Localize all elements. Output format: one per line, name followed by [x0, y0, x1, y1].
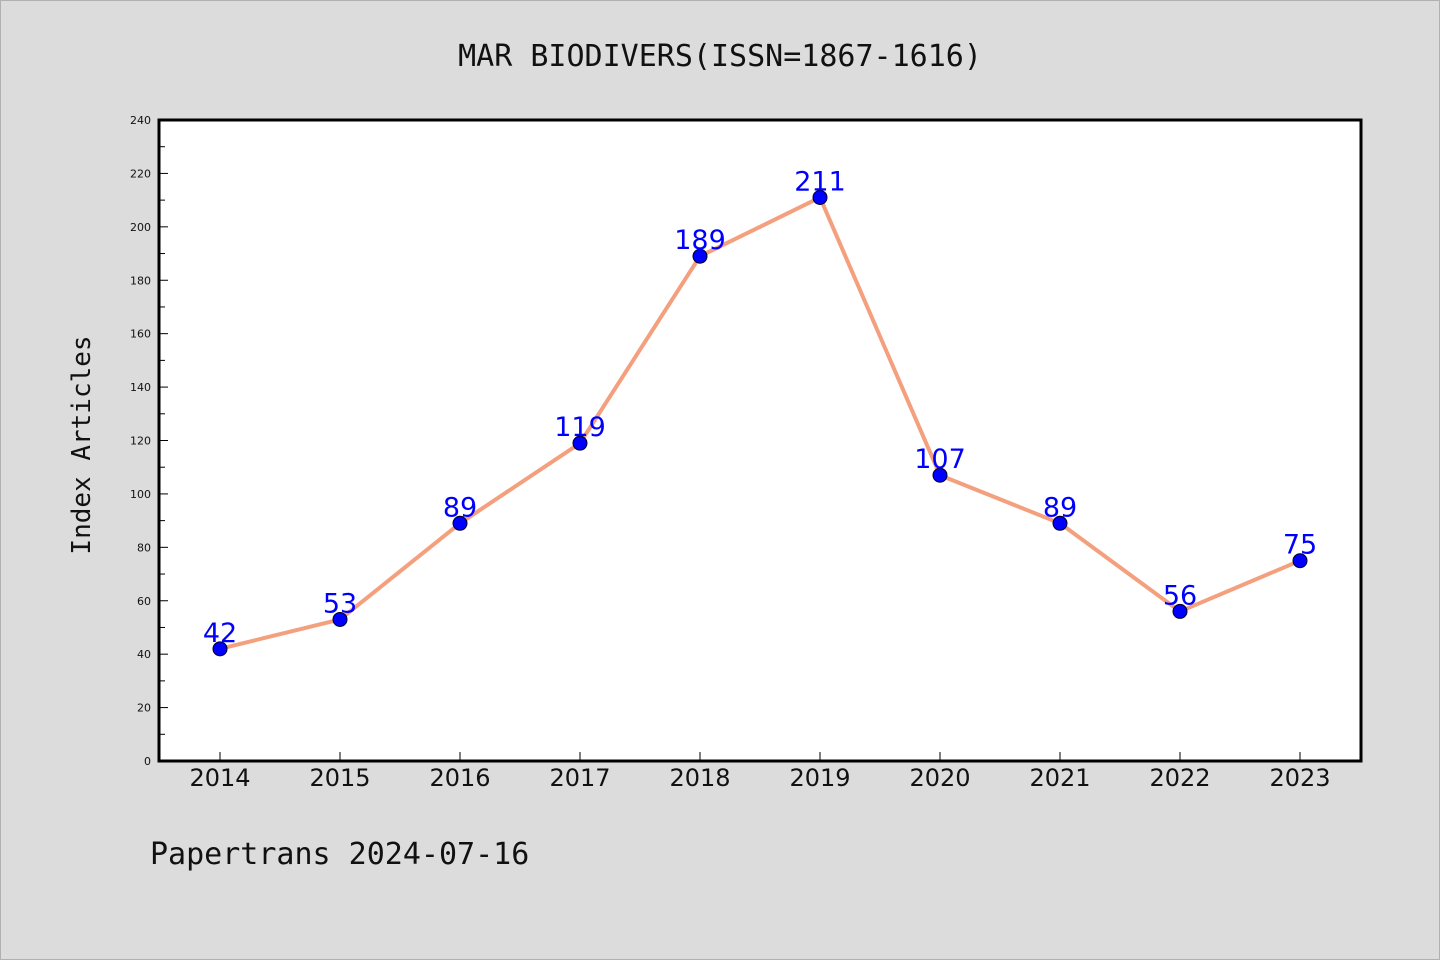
x-axis: 2014 2015 2016 2017 2018 2019 2020 2021 2022 2023: [189, 752, 1331, 792]
y-tick-label: 0: [144, 755, 151, 768]
x-tick-label: 2022: [1149, 764, 1210, 792]
data-point-marker: [1172, 603, 1188, 619]
data-label: 119: [554, 412, 606, 443]
y-tick-label: 120: [130, 435, 151, 448]
data-label: 75: [1283, 530, 1317, 561]
x-tick-label: 2019: [789, 764, 850, 792]
series-line-group: [218, 195, 1302, 651]
data-label: 211: [794, 166, 846, 197]
y-tick-label: 140: [130, 381, 151, 394]
y-axis-label: Index Articles: [67, 335, 97, 554]
data-point-marker: [1052, 515, 1068, 531]
plot-frame: [157, 118, 1363, 763]
x-tick-label: 2015: [309, 764, 370, 792]
y-tick-label: 160: [130, 328, 151, 341]
x-tick-label: 2016: [429, 764, 490, 792]
data-label: 53: [323, 588, 357, 619]
data-label: 107: [914, 444, 966, 475]
plot-area: [159, 120, 1361, 761]
marker-group: [212, 189, 1308, 657]
y-tick-label: 180: [130, 274, 151, 287]
y-tick-label: 240: [130, 114, 151, 127]
data-point-marker: [452, 515, 468, 531]
y-axis: 0 20 40 60 80 100 120 140 160 180 200 220 240: [130, 114, 168, 768]
data-label: 189: [674, 225, 726, 256]
data-point-marker: [932, 467, 948, 483]
data-point-marker: [332, 611, 348, 627]
x-tick-label: 2014: [189, 764, 250, 792]
data-label: 89: [443, 492, 477, 523]
data-point-marker: [1292, 553, 1308, 569]
series-line: [218, 195, 1302, 651]
x-tick-label: 2020: [909, 764, 970, 792]
x-tick-label: 2021: [1029, 764, 1090, 792]
y-tick-label: 220: [130, 167, 151, 180]
data-label: 56: [1163, 580, 1197, 611]
x-tick-label: 2018: [669, 764, 730, 792]
y-tick-label: 60: [137, 595, 151, 608]
chart-title: MAR BIODIVERS(ISSN=1867-1616): [458, 39, 982, 74]
footer-credit: Papertrans 2024-07-16: [150, 837, 529, 872]
y-tick-label: 80: [137, 541, 151, 554]
data-point-marker: [572, 435, 588, 451]
data-point-marker: [812, 189, 828, 205]
data-point-marker: [692, 248, 708, 264]
data-point-marker: [212, 641, 228, 657]
data-label: 89: [1043, 492, 1077, 523]
y-tick-label: 200: [130, 221, 151, 234]
data-label-group: 42 53 89 119 189 211 107 89 56 75: [203, 166, 1317, 648]
y-tick-label: 40: [137, 648, 151, 661]
x-tick-label: 2017: [549, 764, 610, 792]
y-tick-label: 100: [130, 488, 151, 501]
x-tick-label: 2023: [1269, 764, 1330, 792]
y-tick-label: 20: [137, 702, 151, 715]
data-label: 42: [203, 618, 237, 649]
